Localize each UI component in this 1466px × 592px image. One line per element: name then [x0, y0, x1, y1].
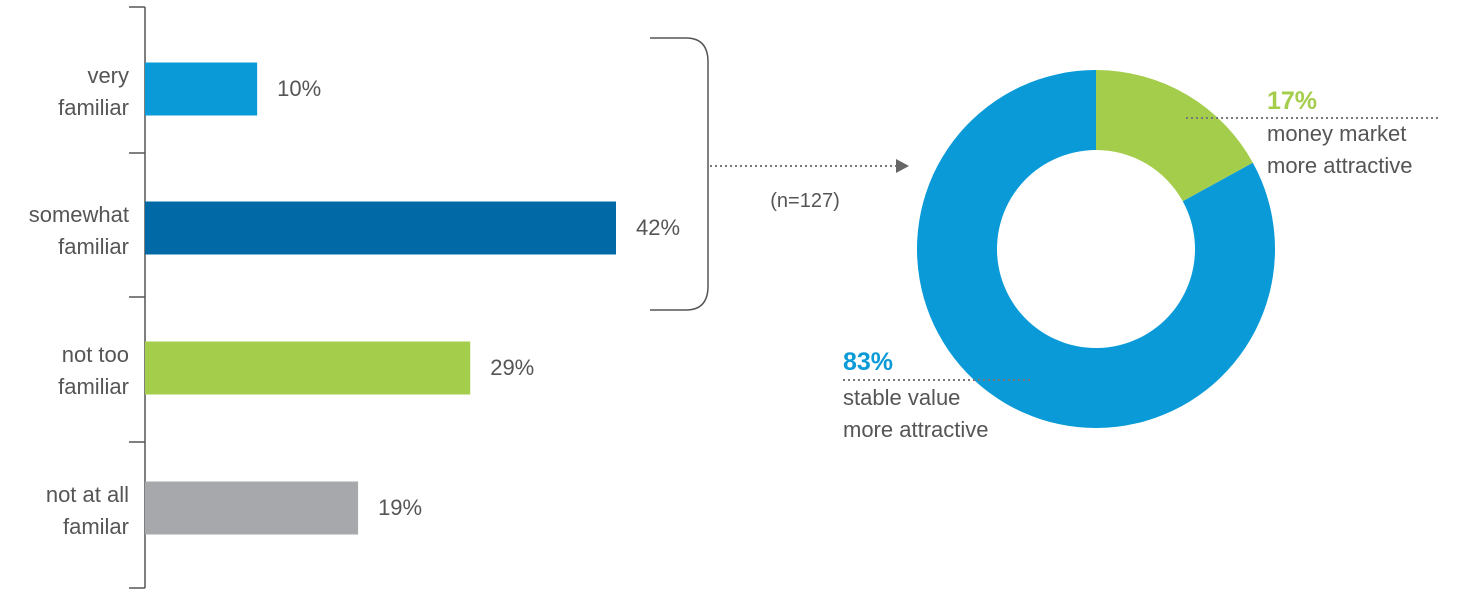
slice-label: money market: [1267, 121, 1406, 146]
category-label: familiar: [58, 95, 129, 120]
category-label: very: [87, 63, 129, 88]
slice-labels: 17% money market more attractive 83% stable …: [843, 87, 1440, 442]
bar: [145, 201, 616, 255]
category-labels: very familiar somewhat familiar not too famil…: [29, 63, 129, 539]
slice-label: stable value: [843, 385, 960, 410]
category-label: familar: [63, 514, 129, 539]
donut-slice: [1096, 70, 1253, 202]
slice-percent-label: 17%: [1267, 87, 1317, 115]
bracket-connector: (n=127): [650, 37, 909, 311]
familiarity-bar-chart: very familiar somewhat familiar not too famil…: [29, 6, 680, 589]
category-label: familiar: [58, 374, 129, 399]
axis-ticks: [129, 6, 145, 589]
slice-percent-label: 83%: [843, 348, 893, 376]
category-label: somewhat: [29, 202, 129, 227]
slice-label: more attractive: [1267, 153, 1413, 178]
category-label: not too: [62, 342, 129, 367]
category-label: not at all: [46, 482, 129, 507]
bars: [145, 62, 616, 535]
slice-label: more attractive: [843, 417, 989, 442]
arrow-head-icon: [896, 159, 909, 173]
attractiveness-donut-chart: 17% money market more attractive 83% stable …: [843, 70, 1440, 442]
sample-size-note: (n=127): [770, 190, 840, 212]
value-labels: 10% 42% 29% 19%: [277, 76, 680, 520]
bar: [145, 481, 359, 535]
bar-value-label: 19%: [378, 495, 422, 520]
bar-value-label: 10%: [277, 76, 321, 101]
category-label: familiar: [58, 234, 129, 259]
bar-value-label: 42%: [636, 215, 680, 240]
bar-value-label: 29%: [490, 355, 534, 380]
bar: [145, 341, 471, 395]
bar: [145, 62, 258, 116]
bracket: [650, 37, 709, 311]
donut-slice: [916, 70, 1275, 428]
donut-slices: [916, 70, 1275, 428]
